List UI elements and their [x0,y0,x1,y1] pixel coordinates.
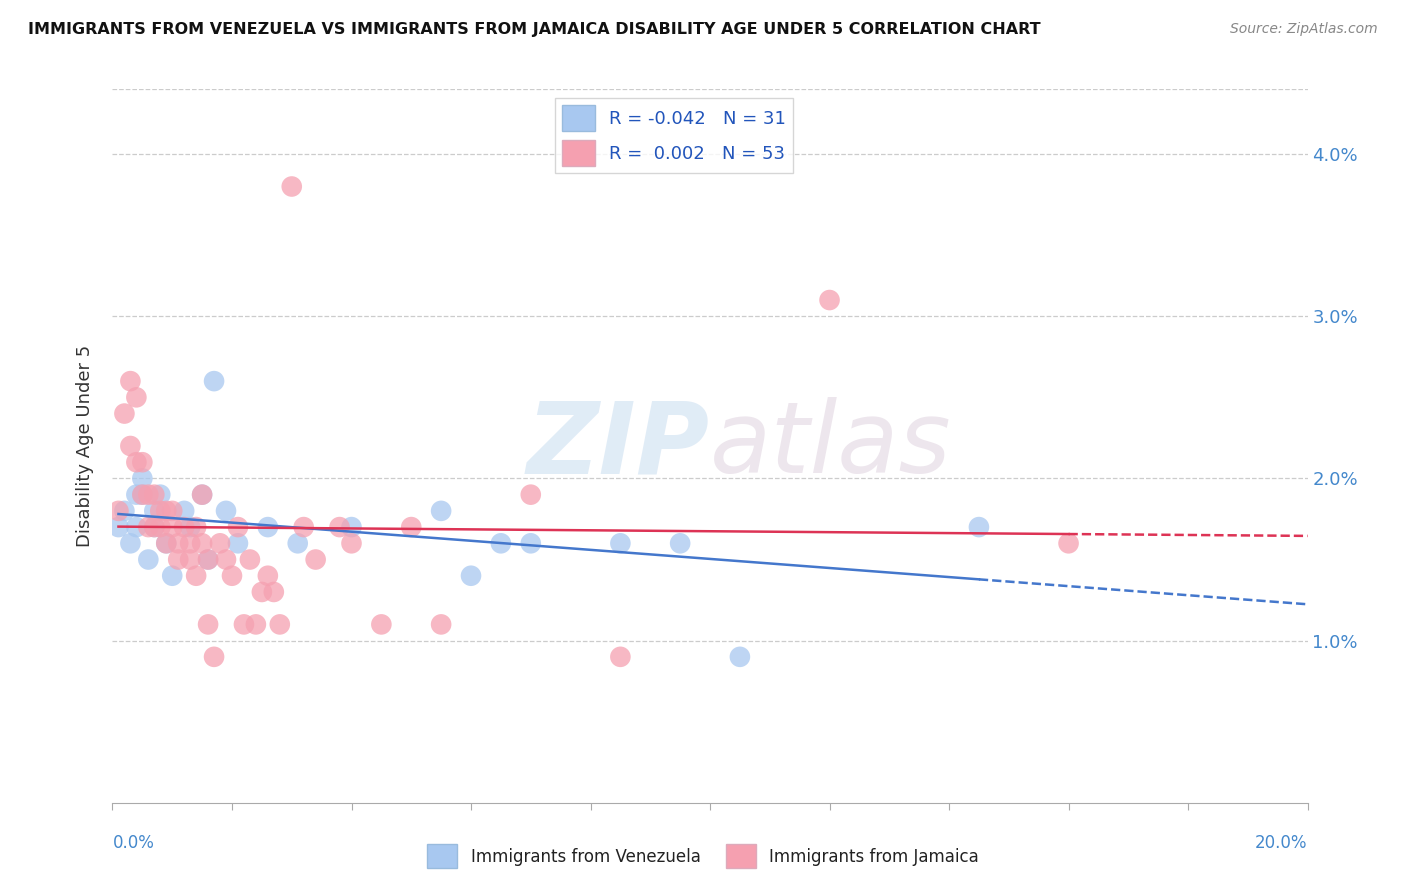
Point [155,536,177,550]
Point [131,488,153,502]
Point [340,520,363,534]
Text: 20.0%: 20.0% [1256,834,1308,852]
Point [120,374,142,388]
Point [191,488,214,502]
Point [328,520,352,534]
Point [131,455,153,469]
Text: atlas: atlas [710,398,952,494]
Point [138,552,160,566]
Point [215,504,238,518]
Point [215,552,238,566]
Point [114,504,135,518]
Point [143,520,166,534]
Point [125,455,148,469]
Point [167,552,190,566]
Y-axis label: Disability Age Under 5: Disability Age Under 5 [76,345,94,547]
Point [287,536,309,550]
Point [191,488,214,502]
Point [239,552,262,566]
Point [149,520,172,534]
Point [208,536,231,550]
Point [125,390,148,404]
Point [138,520,160,534]
Text: 0.0%: 0.0% [112,834,155,852]
Point [263,585,285,599]
Point [202,374,225,388]
Point [155,536,177,550]
Point [143,504,166,518]
Point [340,536,363,550]
Point [107,520,129,534]
Point [967,520,990,534]
Point [179,552,201,566]
Point [173,520,195,534]
Point [197,552,219,566]
Point [430,617,453,632]
Legend: R = -0.042   N = 31, R =  0.002   N = 53: R = -0.042 N = 31, R = 0.002 N = 53 [555,98,793,173]
Point [179,536,201,550]
Point [489,536,512,550]
Point [430,504,453,518]
Legend: Immigrants from Venezuela, Immigrants from Jamaica: Immigrants from Venezuela, Immigrants fr… [420,838,986,875]
Point [460,568,482,582]
Point [138,488,160,502]
Point [520,536,543,550]
Point [162,520,183,534]
Point [186,568,208,582]
Point [143,520,166,534]
Point [167,536,190,550]
Point [125,520,148,534]
Point [186,520,208,534]
Point [120,536,142,550]
Point [221,568,243,582]
Point [1057,536,1080,550]
Point [226,520,249,534]
Point [125,488,148,502]
Point [401,520,423,534]
Point [191,536,214,550]
Point [257,568,280,582]
Point [609,536,631,550]
Point [520,488,543,502]
Text: IMMIGRANTS FROM VENEZUELA VS IMMIGRANTS FROM JAMAICA DISABILITY AGE UNDER 5 CORR: IMMIGRANTS FROM VENEZUELA VS IMMIGRANTS … [28,22,1040,37]
Point [197,552,219,566]
Point [728,649,751,664]
Text: Source: ZipAtlas.com: Source: ZipAtlas.com [1230,22,1378,37]
Point [818,293,841,307]
Point [149,504,172,518]
Point [669,536,692,550]
Point [162,504,183,518]
Point [114,407,135,421]
Point [232,617,256,632]
Point [131,471,153,485]
Point [162,568,183,582]
Point [107,504,129,518]
Point [304,552,326,566]
Point [257,520,280,534]
Point [149,488,172,502]
Point [281,179,304,194]
Point [143,488,166,502]
Point [245,617,267,632]
Point [155,504,177,518]
Point [179,520,201,534]
Text: ZIP: ZIP [527,398,710,494]
Point [202,649,225,664]
Point [609,649,631,664]
Point [120,439,142,453]
Point [292,520,315,534]
Point [173,504,195,518]
Point [131,488,153,502]
Point [226,536,249,550]
Point [269,617,291,632]
Point [250,585,273,599]
Point [197,617,219,632]
Point [370,617,392,632]
